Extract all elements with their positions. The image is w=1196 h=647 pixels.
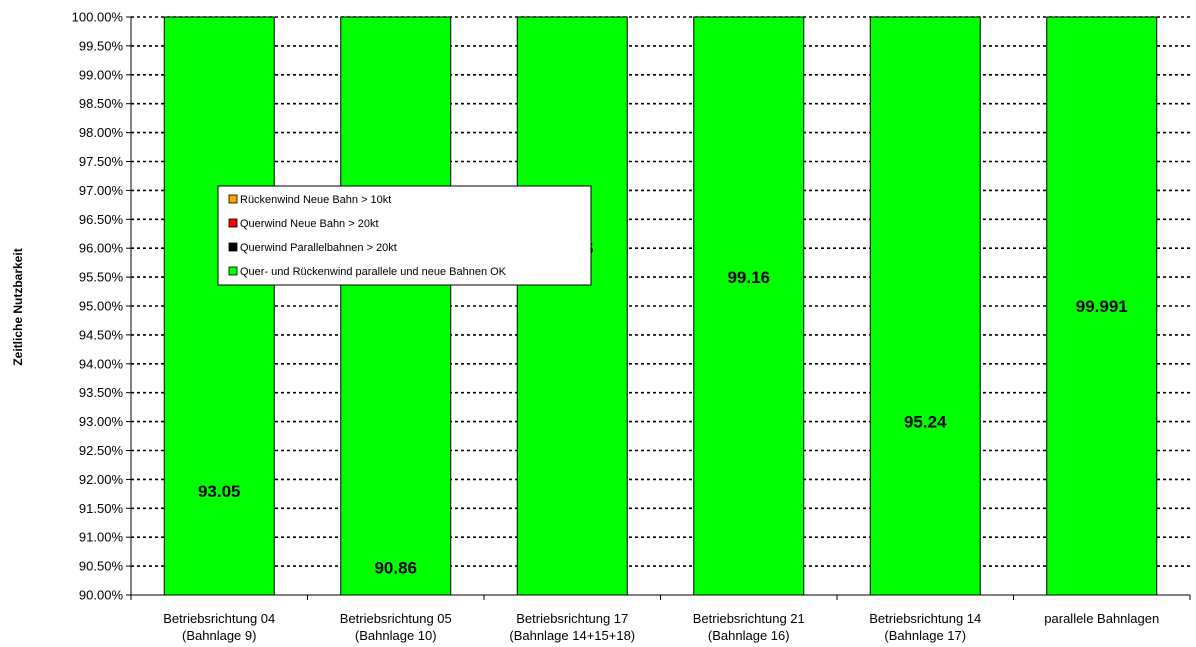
- x-tick-label: Betriebsrichtung 04: [163, 611, 275, 626]
- y-tick-label: 96.00%: [79, 241, 124, 256]
- bar-segment: [163, 16, 275, 596]
- y-tick-label: 93.50%: [79, 385, 124, 400]
- y-tick-label: 95.00%: [79, 299, 124, 314]
- legend: Rückenwind Neue Bahn > 10kt Querwind Neue…: [217, 185, 592, 286]
- x-tick-label: (Bahnlage 14+15+18): [509, 628, 635, 643]
- x-tick-label: (Bahnlage 9): [182, 628, 256, 643]
- legend-label: Querwind Parallelbahnen > 20kt: [240, 242, 397, 254]
- x-tick-label: Betriebsrichtung 05: [340, 611, 452, 626]
- legend-swatch: [228, 194, 238, 204]
- grid-lines: [131, 16, 1190, 567]
- legend-swatch: [228, 266, 238, 276]
- y-tick-label: 93.00%: [79, 414, 124, 429]
- y-tick-label: 95.50%: [79, 270, 124, 285]
- x-tick-label: (Bahnlage 10): [355, 628, 437, 643]
- data-label: 90.86: [374, 558, 417, 577]
- bar-segment: [340, 16, 452, 596]
- legend-label: Quer- und Rückenwind parallele und neue …: [240, 266, 507, 278]
- legend-swatch: [228, 218, 238, 228]
- data-label: 99.16: [727, 268, 770, 287]
- y-tick-label: 99.00%: [79, 67, 124, 82]
- y-tick-label: 92.50%: [79, 443, 124, 458]
- data-label: 93.05: [198, 482, 241, 501]
- x-tick-label: (Bahnlage 16): [708, 628, 790, 643]
- y-axis-title: Zeitliche Nutzbarkeit: [11, 248, 25, 365]
- y-tick-label: 98.00%: [79, 125, 124, 140]
- y-tick-label: 92.00%: [79, 472, 124, 487]
- legend-swatch: [228, 242, 238, 252]
- y-tick-label: 90.50%: [79, 559, 124, 574]
- bar-segment: [1046, 16, 1158, 596]
- y-tick-label: 98.50%: [79, 96, 124, 111]
- y-tick-label: 90.00%: [79, 588, 124, 603]
- x-tick-label: Betriebsrichtung 17: [516, 611, 628, 626]
- data-label: 95.24: [904, 413, 947, 432]
- bar-segment: [516, 16, 628, 596]
- x-tick-label: Betriebsrichtung 21: [693, 611, 805, 626]
- y-tick-label: 96.50%: [79, 212, 124, 227]
- legend-label: Querwind Neue Bahn > 20kt: [240, 218, 379, 230]
- y-tick-label: 97.50%: [79, 154, 124, 169]
- y-tick-label: 97.00%: [79, 183, 124, 198]
- bars: [163, 16, 1158, 596]
- y-tick-label: 91.00%: [79, 530, 124, 545]
- x-tick-label: Betriebsrichtung 14: [869, 611, 981, 626]
- y-tick-label: 94.00%: [79, 356, 124, 371]
- y-tick-label: 94.50%: [79, 327, 124, 342]
- legend-box: [217, 185, 592, 286]
- axes: 90.00% 90.50% 91.00% 91.50% 92.00% 92.50% 93.0…: [72, 10, 1191, 643]
- y-tick-label: 99.50%: [79, 38, 124, 53]
- data-label: 99.991: [1076, 297, 1128, 316]
- y-tick-label: 91.50%: [79, 501, 124, 516]
- bar-segment: [869, 16, 981, 596]
- bar-segment: [693, 16, 805, 596]
- legend-label: Rückenwind Neue Bahn > 10kt: [240, 194, 391, 206]
- x-tick-label: parallele Bahnlagen: [1044, 611, 1159, 626]
- y-tick-label: 100.00%: [72, 10, 124, 25]
- x-tick-label: (Bahnlage 17): [884, 628, 966, 643]
